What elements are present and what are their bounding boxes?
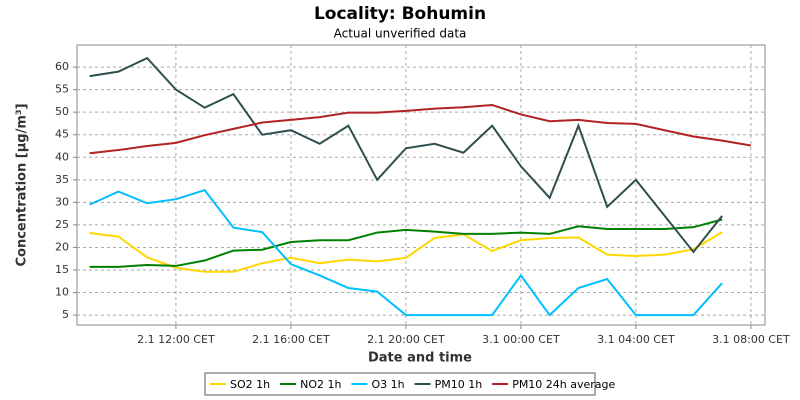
y-tick-label: 20	[55, 240, 69, 253]
series-line	[89, 218, 723, 268]
x-tick-label: 2.1 20:00 CET	[367, 333, 445, 346]
x-axis-label: Date and time	[368, 351, 472, 366]
series-line	[89, 189, 723, 317]
series-line	[89, 56, 723, 254]
x-tick-label: 2.1 12:00 CET	[137, 333, 215, 346]
y-tick-label: 45	[55, 128, 69, 141]
series-line	[89, 231, 723, 273]
series-line	[89, 103, 752, 155]
x-tick-label: 2.1 16:00 CET	[252, 333, 330, 346]
y-tick-label: 35	[55, 173, 69, 186]
y-tick-label: 10	[55, 286, 69, 299]
legend-label: SO2 1h	[230, 378, 270, 391]
x-tick-label: 3.1 00:00 CET	[482, 333, 560, 346]
y-tick-label: 55	[55, 83, 69, 96]
x-tick-label: 3.1 04:00 CET	[597, 333, 675, 346]
legend-label: PM10 1h	[435, 378, 483, 391]
y-axis-label: Concentration [µg/m³]	[15, 103, 30, 266]
y-tick-label: 50	[55, 105, 69, 118]
y-tick-label: 25	[55, 218, 69, 231]
legend-box	[204, 372, 596, 396]
y-tick-label: 15	[55, 263, 69, 276]
chart-title: Locality: Bohumin	[314, 4, 486, 24]
chart-subtitle: Actual unverified data	[334, 27, 467, 41]
y-tick-label: 40	[55, 150, 69, 163]
legend-label: O3 1h	[371, 378, 404, 391]
legend-label: PM10 24h average	[512, 378, 615, 391]
x-tick-label: 3.1 08:00 CET	[712, 333, 790, 346]
y-tick-label: 60	[55, 60, 69, 73]
y-tick-label: 5	[62, 308, 69, 321]
y-tick-label: 30	[55, 195, 69, 208]
plot-area	[76, 44, 766, 326]
legend-label: NO2 1h	[300, 378, 341, 391]
